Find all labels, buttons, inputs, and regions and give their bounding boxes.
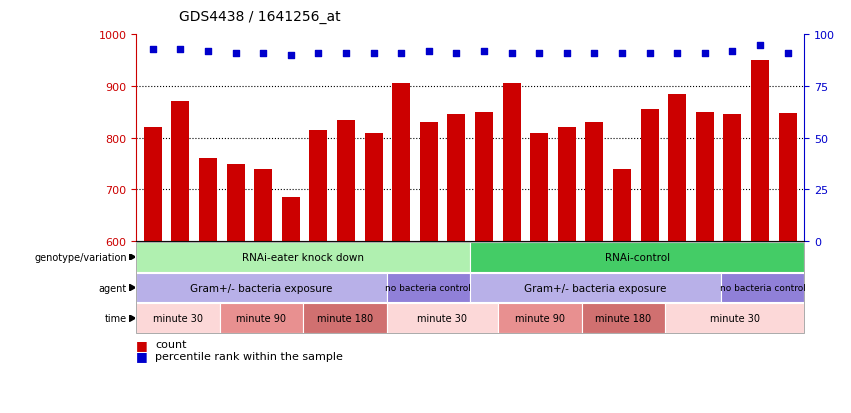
Text: ■: ■ xyxy=(136,338,148,351)
Bar xyxy=(641,110,659,413)
Bar xyxy=(254,169,272,413)
Text: no bacteria control: no bacteria control xyxy=(386,283,471,292)
Bar xyxy=(613,169,631,413)
Polygon shape xyxy=(129,285,135,291)
Point xyxy=(201,48,214,55)
Point xyxy=(533,50,546,57)
Bar xyxy=(557,128,576,413)
Bar xyxy=(364,133,383,413)
Text: minute 30: minute 30 xyxy=(710,313,760,323)
Text: ■: ■ xyxy=(136,349,148,363)
Bar xyxy=(585,123,603,413)
Point xyxy=(340,50,353,57)
Bar xyxy=(696,113,714,413)
Point xyxy=(367,50,380,57)
Bar xyxy=(779,114,797,413)
Bar xyxy=(337,120,355,413)
Bar xyxy=(475,113,493,413)
Bar xyxy=(668,95,686,413)
Bar xyxy=(448,115,465,413)
Point xyxy=(449,50,463,57)
Bar xyxy=(751,61,769,413)
Point xyxy=(146,46,159,53)
Text: Gram+/- bacteria exposure: Gram+/- bacteria exposure xyxy=(191,283,333,293)
Point xyxy=(477,48,491,55)
Point xyxy=(174,46,187,53)
Bar xyxy=(310,131,328,413)
Text: time: time xyxy=(105,313,127,323)
Text: agent: agent xyxy=(99,283,127,293)
Text: percentile rank within the sample: percentile rank within the sample xyxy=(155,351,343,361)
Point xyxy=(284,52,298,59)
Text: minute 90: minute 90 xyxy=(515,313,565,323)
Point xyxy=(698,50,711,57)
Point xyxy=(422,48,436,55)
Point xyxy=(615,50,629,57)
Point xyxy=(256,50,270,57)
Bar xyxy=(503,84,521,413)
Bar xyxy=(144,128,162,413)
Point xyxy=(394,50,408,57)
Polygon shape xyxy=(129,254,135,261)
Text: RNAi-eater knock down: RNAi-eater knock down xyxy=(243,252,364,262)
Text: genotype/variation: genotype/variation xyxy=(34,252,127,262)
Text: minute 30: minute 30 xyxy=(417,313,467,323)
Text: minute 180: minute 180 xyxy=(595,313,651,323)
Bar xyxy=(226,164,244,413)
Text: RNAi-control: RNAi-control xyxy=(604,252,670,262)
Point xyxy=(671,50,684,57)
Text: Gram+/- bacteria exposure: Gram+/- bacteria exposure xyxy=(524,283,666,293)
Text: count: count xyxy=(155,339,186,349)
Point xyxy=(587,50,601,57)
Text: minute 30: minute 30 xyxy=(153,313,203,323)
Point xyxy=(311,50,325,57)
Bar xyxy=(171,102,189,413)
Text: minute 90: minute 90 xyxy=(237,313,287,323)
Point xyxy=(643,50,656,57)
Point xyxy=(781,50,795,57)
Text: no bacteria control: no bacteria control xyxy=(719,283,805,292)
Polygon shape xyxy=(129,315,135,322)
Point xyxy=(505,50,518,57)
Bar xyxy=(420,123,437,413)
Bar xyxy=(723,115,741,413)
Bar xyxy=(199,159,217,413)
Point xyxy=(229,50,243,57)
Point xyxy=(560,50,574,57)
Text: minute 180: minute 180 xyxy=(317,313,373,323)
Point xyxy=(726,48,740,55)
Point xyxy=(753,42,767,49)
Text: GDS4438 / 1641256_at: GDS4438 / 1641256_at xyxy=(179,10,340,24)
Bar xyxy=(392,84,410,413)
Bar xyxy=(282,198,300,413)
Bar xyxy=(530,133,548,413)
